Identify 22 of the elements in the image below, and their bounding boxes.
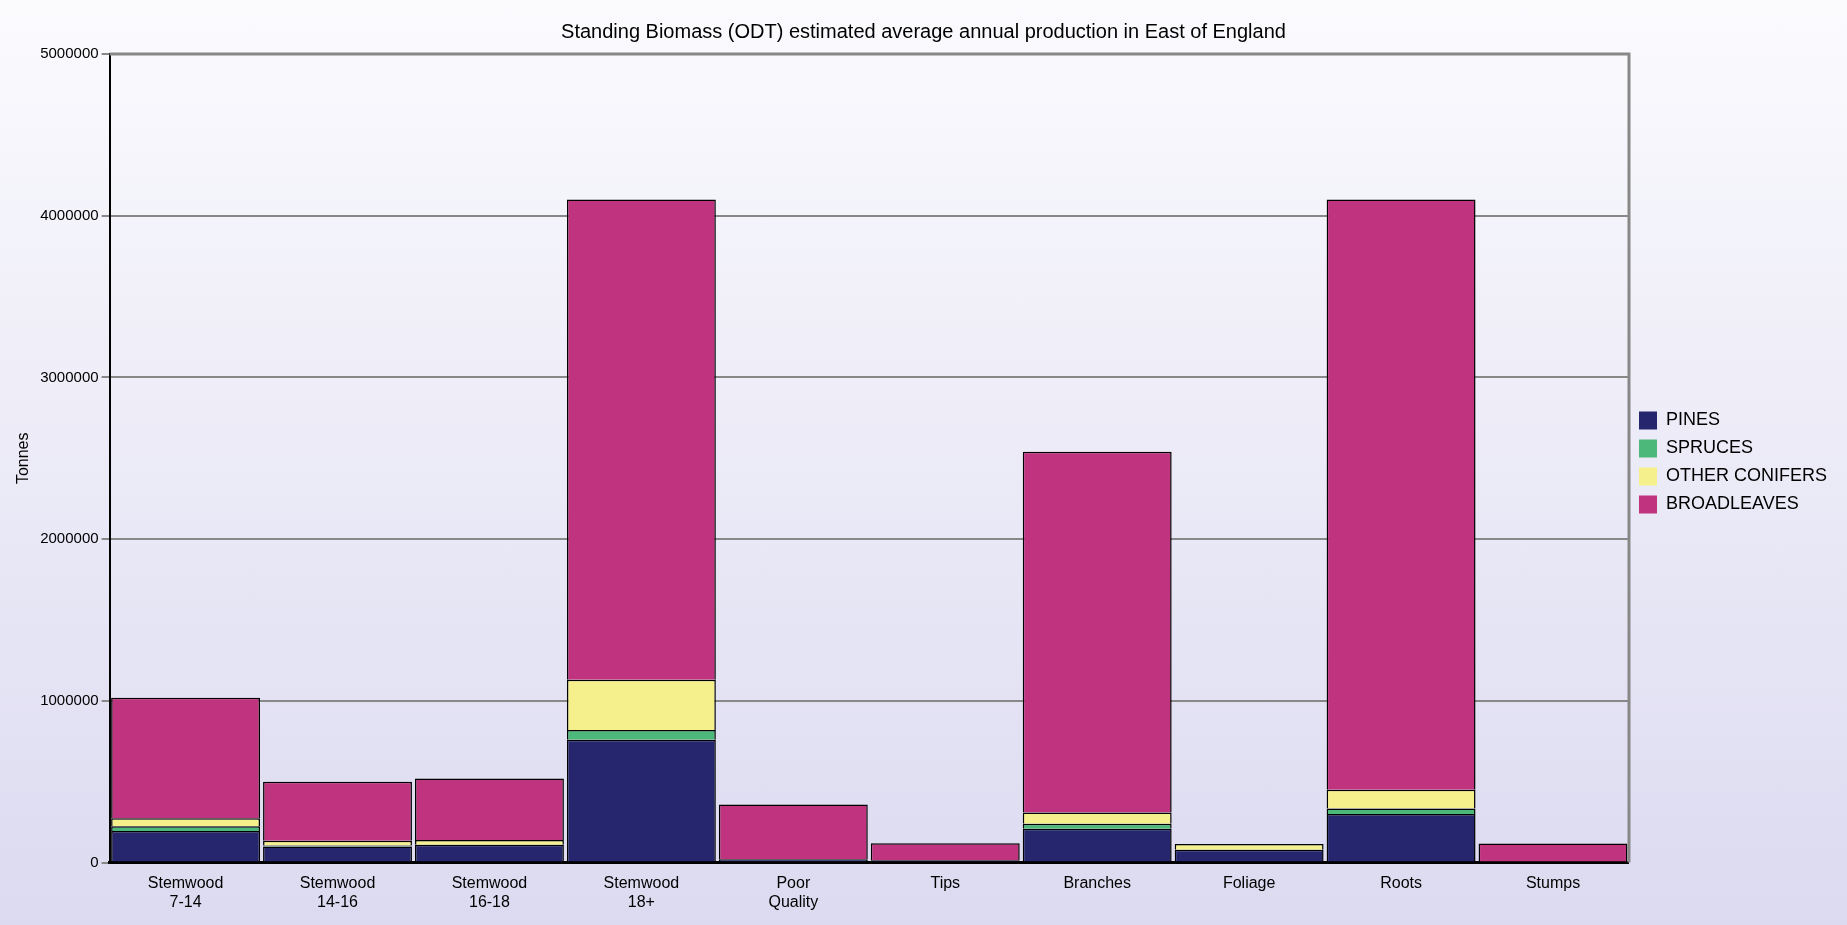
- y-tick-label: 1000000: [40, 691, 99, 709]
- y-tick-label: 0: [90, 852, 99, 870]
- chart-title: Standing Biomass (ODT) estimated average annual production in East of England: [561, 19, 1286, 42]
- x-tick-label: Branches: [1063, 873, 1131, 891]
- y-tick-label: 4000000: [40, 205, 99, 223]
- x-tick-label: Roots: [1380, 873, 1422, 891]
- x-tick-label: Stemwood 14-16: [299, 873, 376, 910]
- legend-label: SPRUCES: [1665, 437, 1754, 458]
- x-tick-label: Tips: [930, 873, 961, 891]
- x-tick-label: Stemwood 7-14: [147, 873, 224, 910]
- y-tick-label: 5000000: [40, 44, 99, 62]
- x-tick-label: Foliage: [1222, 873, 1276, 891]
- y-axis-title: Tonnes: [14, 432, 32, 485]
- y-tick-label: 2000000: [40, 529, 99, 547]
- x-tick-label: Stumps: [1525, 873, 1581, 891]
- legend-label: OTHER CONIFERS: [1665, 465, 1828, 486]
- legend-label: BROADLEAVES: [1665, 493, 1799, 514]
- y-tick-label: 3000000: [40, 367, 99, 385]
- x-tick-label: Stemwood 18+: [603, 873, 680, 910]
- x-tick-label: Stemwood 16-18: [451, 873, 528, 910]
- x-tick-label: Poor Quality: [768, 873, 819, 910]
- legend-label: PINES: [1665, 409, 1721, 430]
